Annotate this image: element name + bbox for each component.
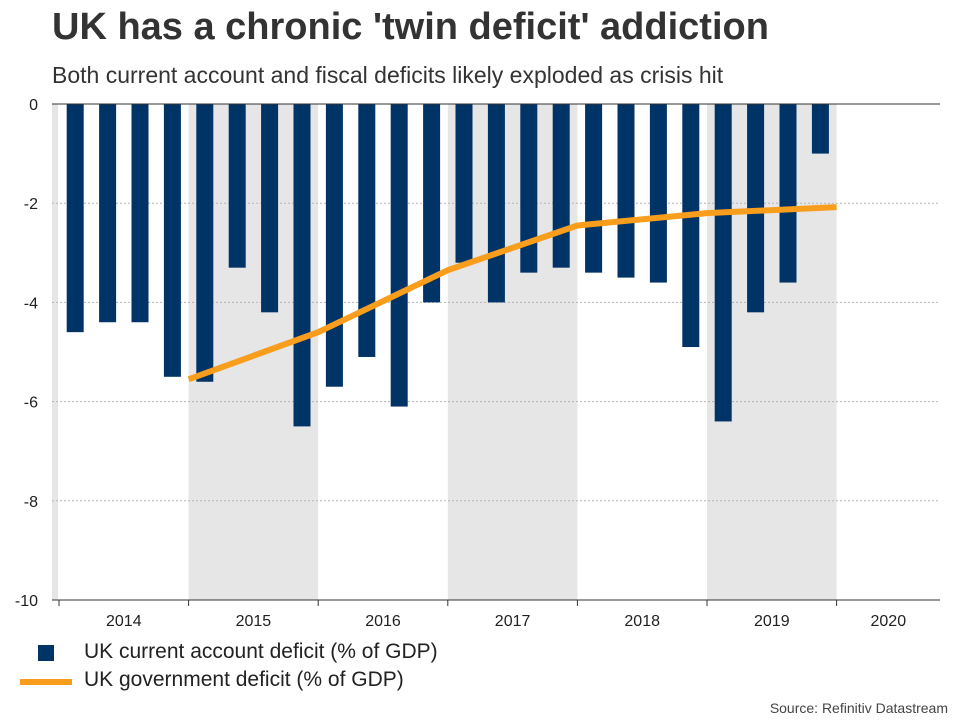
bar-current-account <box>163 104 181 377</box>
bar-current-account <box>779 104 797 283</box>
bar-current-account <box>487 104 505 303</box>
bar-current-account <box>455 104 473 263</box>
bar-current-account <box>390 104 408 407</box>
x-tick-label-2014: 2014 <box>106 613 142 630</box>
bar-current-account <box>585 104 603 273</box>
y-tick-label: -10 <box>15 593 38 610</box>
source-note: Source: Refinitiv Datastream <box>769 700 948 716</box>
bar-current-account <box>617 104 635 278</box>
x-tick-label-2016: 2016 <box>365 613 401 630</box>
shade-band-edge <box>52 104 58 600</box>
bar-current-account <box>325 104 343 387</box>
y-tick-label: -4 <box>24 295 38 312</box>
bar-current-account <box>131 104 149 323</box>
x-tick-label-2020: 2020 <box>871 613 907 630</box>
x-tick-label-2019: 2019 <box>754 613 790 630</box>
chart-title: UK has a chronic 'twin deficit' addictio… <box>52 6 769 48</box>
bar-current-account <box>552 104 570 268</box>
legend-swatch-line <box>20 679 72 685</box>
bar-current-account <box>293 104 311 427</box>
bar-current-account <box>261 104 279 313</box>
bar-current-account <box>682 104 700 348</box>
bar-current-account <box>358 104 376 357</box>
y-tick-label: -6 <box>24 395 38 412</box>
bar-current-account <box>99 104 117 323</box>
line-government-deficit <box>187 204 837 383</box>
legend-swatch-bar <box>38 645 54 661</box>
bar-current-account <box>228 104 246 268</box>
y-tick-label: -2 <box>24 196 38 213</box>
legend-label-government: UK government deficit (% of GDP) <box>84 668 404 691</box>
bar-current-account <box>811 104 829 154</box>
y-tick-label: 0 <box>29 97 38 114</box>
bar-current-account <box>520 104 538 273</box>
chart-subtitle: Both current account and fiscal deficits… <box>52 62 724 88</box>
x-tick-label-2015: 2015 <box>236 613 272 630</box>
x-tick-label-2018: 2018 <box>624 613 660 630</box>
bar-current-account <box>649 104 667 283</box>
x-tick-label-2017: 2017 <box>495 613 531 630</box>
y-tick-label: -8 <box>24 494 38 511</box>
bar-current-account <box>66 104 84 333</box>
legend-label-current-account: UK current account deficit (% of GDP) <box>84 640 438 663</box>
bar-current-account <box>423 104 441 303</box>
bar-current-account <box>714 104 732 422</box>
bar-current-account <box>196 104 214 382</box>
